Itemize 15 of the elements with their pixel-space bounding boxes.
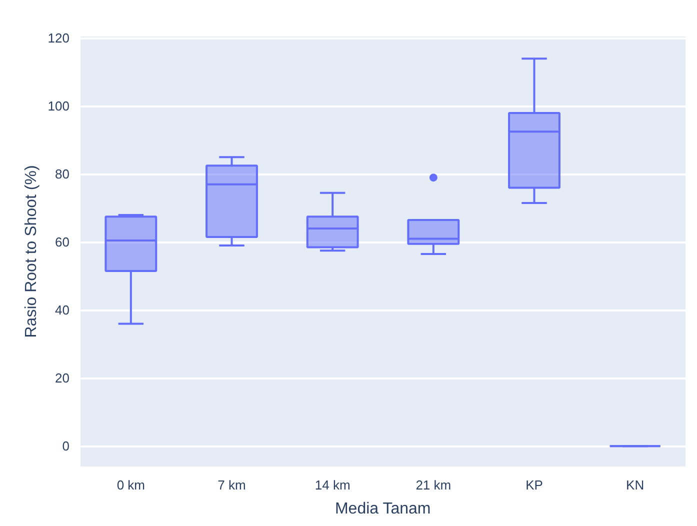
y-tick-label: 80 <box>55 166 70 182</box>
y-tick-label: 20 <box>55 370 70 386</box>
y-tick-label: 60 <box>55 234 70 250</box>
x-tick-label: KN <box>626 478 644 492</box>
x-tick-label: 7 km <box>218 478 246 492</box>
x-axis-title: Media Tanam <box>334 500 431 518</box>
y-tick-label: 100 <box>48 98 70 114</box>
y-tick-label: 40 <box>55 302 70 318</box>
x-tick-label: KP <box>526 478 543 492</box>
x-tick-label: 0 km <box>116 478 146 492</box>
x-tick-label: 21 km <box>416 478 452 492</box>
y-axis-title: Rasio Root to Shoot (%) <box>22 165 40 338</box>
x-tick-label: 14 km <box>314 478 350 492</box>
y-tick-label: 120 <box>48 30 70 46</box>
y-tick-label: 0 <box>62 438 70 454</box>
